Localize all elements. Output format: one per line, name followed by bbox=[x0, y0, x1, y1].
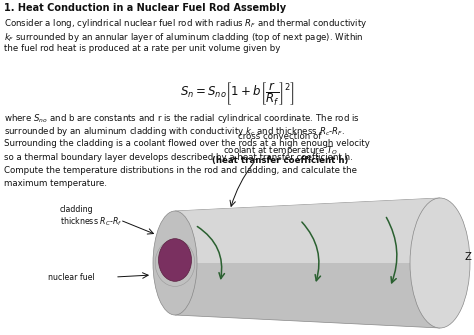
Text: (heat transfer coefficient h): (heat transfer coefficient h) bbox=[212, 156, 348, 165]
Text: coolant at temperature $T_O$: coolant at temperature $T_O$ bbox=[223, 144, 337, 157]
Polygon shape bbox=[175, 198, 440, 263]
Text: nuclear fuel: nuclear fuel bbox=[48, 273, 95, 282]
Text: so a thermal boundary layer develops described by a heat transfer coefficient h.: so a thermal boundary layer develops des… bbox=[4, 152, 353, 161]
Text: where $S_{no}$ and b are constants and r is the radial cylindrical coordinate. T: where $S_{no}$ and b are constants and r… bbox=[4, 112, 360, 125]
Ellipse shape bbox=[158, 239, 191, 281]
Text: thickness $R_C$-$R_f$: thickness $R_C$-$R_f$ bbox=[60, 216, 122, 228]
Text: Surrounding the cladding is a coolant flowed over the rods at a high enough velo: Surrounding the cladding is a coolant fl… bbox=[4, 139, 370, 148]
Text: Z: Z bbox=[465, 252, 472, 262]
Text: Compute the temperature distributions in the rod and cladding, and calculate the: Compute the temperature distributions in… bbox=[4, 166, 357, 175]
Ellipse shape bbox=[153, 211, 197, 315]
Text: $R_c$: $R_c$ bbox=[176, 249, 186, 261]
Text: the fuel rod heat is produced at a rate per unit volume given by: the fuel rod heat is produced at a rate … bbox=[4, 44, 281, 53]
Text: Consider a long, cylindrical nuclear fuel rod with radius $R_F$ and thermal cond: Consider a long, cylindrical nuclear fue… bbox=[4, 17, 367, 30]
Ellipse shape bbox=[155, 240, 195, 286]
Text: cross convection of: cross convection of bbox=[238, 132, 322, 141]
Text: $k_F$ surrounded by an annular layer of aluminum cladding (top of next page). Wi: $k_F$ surrounded by an annular layer of … bbox=[4, 30, 364, 44]
Text: cladding: cladding bbox=[60, 205, 94, 214]
Text: $S_n = S_{no}\left[1+b\left[\dfrac{r}{R_f}\right]^2\right]$: $S_n = S_{no}\left[1+b\left[\dfrac{r}{R_… bbox=[180, 80, 294, 107]
Polygon shape bbox=[175, 198, 440, 328]
Text: maximum temperature.: maximum temperature. bbox=[4, 180, 107, 189]
Text: surrounded by an aluminum cladding with conductivity $k_c$ and thickness $R_c$-$: surrounded by an aluminum cladding with … bbox=[4, 126, 345, 138]
Text: 1. Heat Conduction in a Nuclear Fuel Rod Assembly: 1. Heat Conduction in a Nuclear Fuel Rod… bbox=[4, 3, 286, 13]
Ellipse shape bbox=[410, 198, 470, 328]
